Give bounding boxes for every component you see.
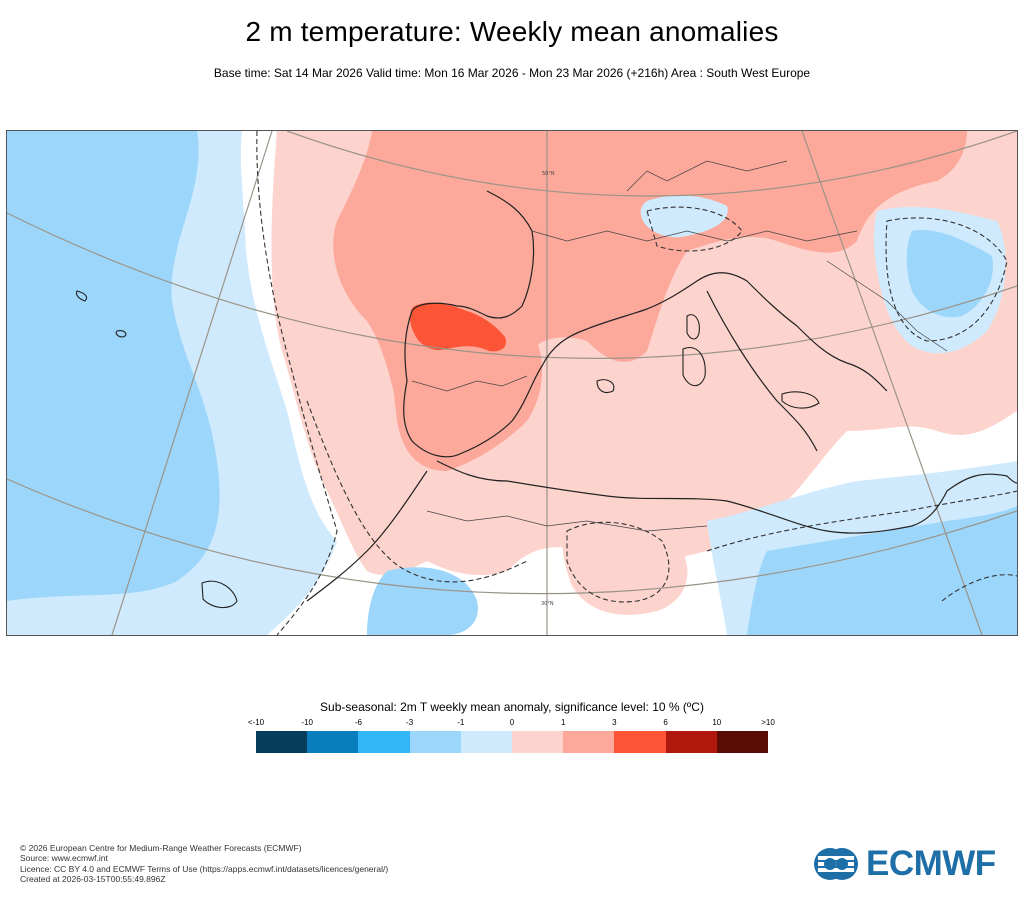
legend-color-bar <box>256 731 769 753</box>
significance-contour <box>885 217 1008 342</box>
chart-title: 2 m temperature: Weekly mean anomalies <box>245 16 779 47</box>
footer: © 2026 European Centre for Medium-Range … <box>20 843 388 885</box>
legend-tick-label: -1 <box>457 718 465 727</box>
legend-tick-label: 3 <box>612 718 617 727</box>
legend-tick-label: -10 <box>301 718 313 727</box>
significance-contour <box>646 206 743 252</box>
legend-swatch <box>665 731 717 753</box>
island-corsica <box>686 314 700 340</box>
country-border <box>531 230 858 242</box>
morocco-cold-patch <box>367 567 478 635</box>
footer-licence: Licence: CC BY 4.0 and ECMWF Terms of Us… <box>20 863 389 874</box>
legend-tick-label: 6 <box>663 718 668 727</box>
legend-tick-label: 1 <box>560 718 566 727</box>
legend-swatch <box>614 731 666 753</box>
legend-title: Sub-seasonal: 2m T weekly mean anomaly, … <box>320 700 704 714</box>
chart-subtitle: Base time: Sat 14 Mar 2026 Valid time: M… <box>213 66 811 80</box>
island-balearic <box>596 379 615 394</box>
coastline <box>706 290 818 452</box>
lat-label-50n: 50°N <box>542 171 555 177</box>
coastline <box>436 460 948 534</box>
significance-contour <box>941 574 1017 602</box>
strong-warm-patch <box>410 302 507 352</box>
legend-tick-label: <-10 <box>247 718 265 727</box>
footer-copyright: © 2026 European Centre for Medium-Range … <box>20 843 302 853</box>
country-border <box>826 260 948 352</box>
eastern-med-cold-region <box>747 506 1017 635</box>
island-sardinia <box>682 347 706 387</box>
coastline <box>946 473 1017 492</box>
legend-swatch <box>358 731 410 753</box>
ecmwf-logo-icon <box>814 848 858 880</box>
ecmwf-logo: ECMWF <box>812 844 1012 884</box>
legend-swatch <box>256 731 308 753</box>
legend-swatch <box>716 731 769 753</box>
legend-tick-label: >10 <box>761 718 775 727</box>
legend-swatch <box>563 731 615 753</box>
north-africa-warm-region <box>562 517 688 615</box>
lat-label-30n: 30°N <box>541 601 554 607</box>
island-sicily <box>781 391 820 409</box>
balkans-cold-patch <box>906 230 993 318</box>
alps-cool-patch <box>640 195 728 238</box>
legend-swatch <box>512 731 564 753</box>
graticule-line <box>286 131 1017 197</box>
significance-contour <box>256 131 338 635</box>
country-border <box>411 375 528 392</box>
significance-contour <box>306 400 528 583</box>
legend-swatch <box>409 731 461 753</box>
significance-contour <box>706 490 1017 552</box>
graticule-line <box>7 478 1017 595</box>
graticule-line <box>801 131 983 635</box>
legend-swatch <box>460 731 513 753</box>
coastline <box>586 272 888 392</box>
graticule-line <box>7 212 1017 359</box>
island-azores <box>75 290 88 302</box>
coastline <box>403 190 588 458</box>
country-border <box>626 160 788 192</box>
ecmwf-logo-text: ECMWF <box>866 844 996 883</box>
graticule-line <box>111 131 273 635</box>
legend-tick-label: -3 <box>406 718 414 727</box>
coastline <box>306 470 428 602</box>
country-border <box>426 510 708 532</box>
footer-created: Created at 2026-03-15T00:55:49.896Z <box>20 874 166 885</box>
footer-source: Source: www.ecmwf.int <box>20 853 108 864</box>
legend-tick-label: 0 <box>509 718 515 727</box>
legend-tick-label: 10 <box>712 718 722 727</box>
anomaly-map[interactable]: 50°N 30°N <box>6 130 1018 636</box>
atlantic-cold-region <box>7 131 220 601</box>
legend-ticks: <-10 -10 -6 -3 -1 0 1 3 6 10 >10 <box>248 718 775 730</box>
island-madeira <box>115 330 127 338</box>
legend-tick-label: -6 <box>354 718 362 727</box>
significance-contour <box>566 521 670 603</box>
legend-swatch <box>307 731 359 753</box>
island-canary <box>201 580 238 609</box>
